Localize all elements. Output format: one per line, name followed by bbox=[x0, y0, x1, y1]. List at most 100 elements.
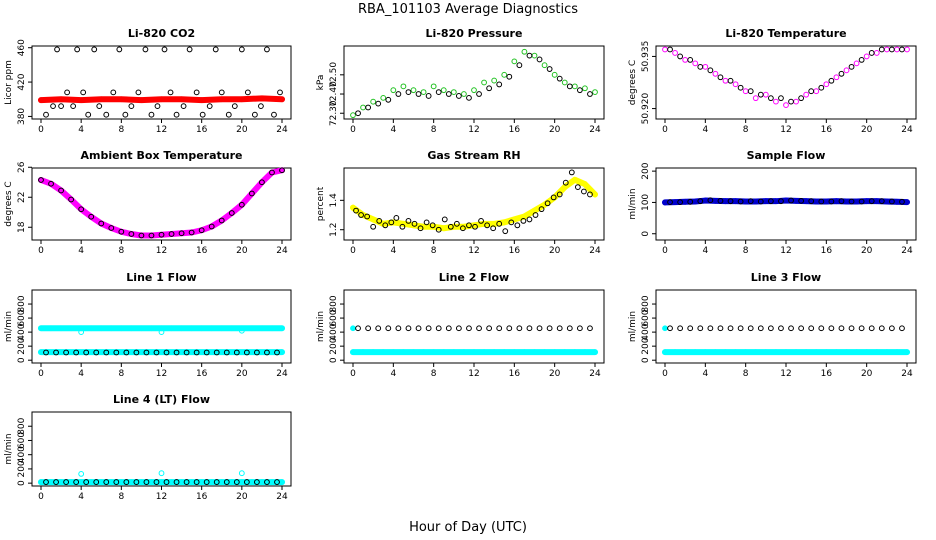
data-point bbox=[103, 479, 110, 485]
data-point bbox=[48, 180, 54, 187]
data-point bbox=[447, 223, 454, 230]
data-point bbox=[91, 46, 98, 53]
x-tick-label: 8 bbox=[118, 246, 124, 256]
data-point bbox=[873, 349, 880, 356]
x-tick-label: 24 bbox=[276, 492, 288, 502]
x-tick-label: 8 bbox=[118, 492, 124, 502]
y-tick-label: 600 bbox=[329, 309, 339, 326]
data-point bbox=[717, 74, 724, 81]
data-point bbox=[712, 70, 719, 77]
x-tick-label: 12 bbox=[156, 492, 167, 502]
data-point bbox=[526, 216, 533, 223]
data-point bbox=[476, 91, 482, 97]
x-tick-label: 12 bbox=[780, 125, 791, 135]
x-tick-label: 4 bbox=[78, 492, 84, 502]
data-point bbox=[798, 325, 805, 332]
data-point bbox=[405, 217, 412, 224]
x-tick-label: 0 bbox=[38, 369, 44, 379]
data-point bbox=[425, 325, 432, 332]
data-point bbox=[757, 91, 764, 98]
panel-title: Line 1 Flow bbox=[126, 271, 196, 284]
data-point bbox=[818, 325, 825, 332]
data-point bbox=[808, 88, 815, 95]
data-point bbox=[380, 349, 387, 356]
x-tick-label: 20 bbox=[549, 369, 561, 379]
panel-co2: Li-820 CO2 Licor ppm 0 4 8 12 16 20 24 380 420 460 bbox=[4, 27, 292, 135]
data-point bbox=[888, 325, 895, 332]
data-point bbox=[233, 479, 240, 485]
data-point bbox=[128, 325, 135, 332]
data-point bbox=[188, 229, 195, 236]
x-tick-label: 8 bbox=[743, 369, 749, 379]
data-point bbox=[360, 104, 366, 111]
data-point bbox=[364, 213, 371, 220]
y-tick-label: 400 bbox=[17, 446, 27, 463]
data-point bbox=[198, 97, 205, 104]
data-point bbox=[248, 190, 255, 197]
data-point bbox=[587, 325, 593, 332]
data-point bbox=[541, 349, 548, 356]
data-point bbox=[113, 349, 120, 356]
data-point bbox=[38, 479, 44, 485]
data-point bbox=[682, 198, 689, 205]
data-point bbox=[562, 179, 569, 186]
y-tick-label: 0 bbox=[641, 357, 651, 363]
y-tick-label: 200 bbox=[17, 337, 27, 354]
y-axis-label: kPa bbox=[316, 75, 326, 91]
data-point bbox=[223, 479, 230, 485]
y-tick-label: 1.4 bbox=[329, 193, 339, 208]
data-point bbox=[420, 349, 427, 356]
data-point bbox=[400, 83, 407, 90]
data-point bbox=[93, 479, 100, 485]
data-point bbox=[50, 103, 56, 110]
data-point bbox=[238, 327, 245, 334]
data-point bbox=[116, 46, 123, 53]
data-point bbox=[461, 91, 467, 97]
x-tick-label: 24 bbox=[589, 125, 601, 135]
data-point bbox=[803, 349, 810, 356]
data-point bbox=[238, 201, 245, 208]
panel-sample: Sample Flow ml/min 0 4 8 12 16 20 24 0 100 200 bbox=[628, 149, 917, 256]
data-point bbox=[218, 89, 225, 96]
data-point bbox=[672, 349, 678, 356]
x-tick-label: 0 bbox=[662, 369, 668, 379]
data-point bbox=[58, 187, 64, 194]
y-tick-label: 600 bbox=[17, 432, 27, 449]
data-point bbox=[98, 325, 105, 332]
x-tick-label: 16 bbox=[509, 369, 521, 379]
data-point bbox=[188, 325, 195, 332]
data-point bbox=[667, 199, 673, 206]
data-point bbox=[762, 91, 769, 98]
panel-line3: Line 3 Flow ml/min 0 4 8 12 16 20 24 0 20040060080… bbox=[628, 271, 917, 379]
data-point bbox=[496, 220, 503, 227]
y-tick-label: 800 bbox=[17, 295, 27, 312]
data-point bbox=[707, 67, 714, 74]
data-point bbox=[445, 91, 452, 97]
data-point bbox=[813, 88, 820, 95]
data-point bbox=[78, 479, 85, 485]
data-point bbox=[878, 325, 885, 332]
x-tick-label: 8 bbox=[431, 125, 437, 135]
data-point bbox=[441, 216, 448, 223]
data-point bbox=[455, 325, 462, 332]
data-point bbox=[98, 479, 105, 485]
x-tick-label: 4 bbox=[702, 125, 708, 135]
data-point bbox=[259, 325, 265, 332]
y-axis-label: ml/min bbox=[316, 311, 326, 342]
data-point bbox=[667, 46, 673, 53]
data-point bbox=[672, 50, 678, 56]
data-point bbox=[833, 74, 840, 81]
data-point bbox=[576, 87, 583, 94]
data-point bbox=[767, 198, 774, 205]
data-point bbox=[168, 479, 175, 485]
data-point bbox=[78, 206, 85, 213]
data-point bbox=[385, 96, 392, 103]
data-point bbox=[435, 89, 442, 96]
data-point bbox=[531, 349, 538, 356]
data-point bbox=[894, 349, 900, 356]
series-black bbox=[355, 52, 593, 117]
data-point bbox=[98, 96, 105, 103]
x-tick-label: 24 bbox=[276, 369, 288, 379]
data-point bbox=[556, 75, 563, 82]
data-point bbox=[355, 110, 361, 117]
